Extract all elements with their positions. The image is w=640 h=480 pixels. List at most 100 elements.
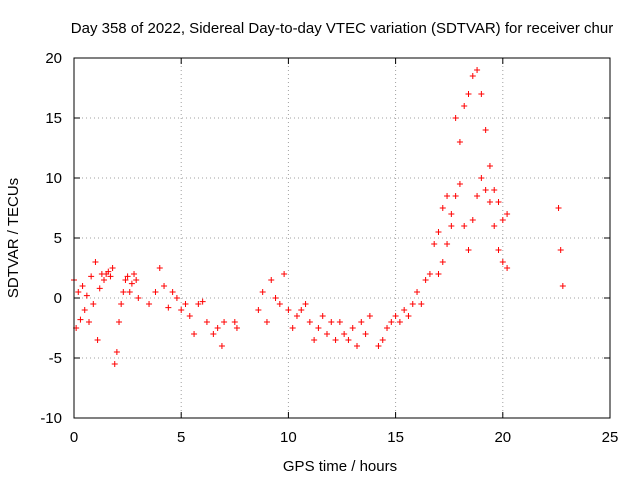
data-point: [156, 265, 163, 271]
data-point: [474, 67, 481, 73]
data-point: [255, 307, 262, 313]
data-point: [444, 241, 451, 247]
data-point: [486, 163, 493, 169]
data-point: [116, 319, 123, 325]
data-point: [474, 193, 481, 199]
data-point: [231, 319, 238, 325]
data-point: [456, 181, 463, 187]
data-point: [289, 325, 296, 331]
data-point: [195, 301, 202, 307]
data-point: [128, 280, 135, 287]
data-point: [384, 325, 391, 331]
data-point: [218, 343, 225, 349]
data-point: [107, 273, 114, 280]
data-point: [469, 73, 476, 79]
data-point: [439, 259, 446, 265]
data-point: [122, 277, 129, 283]
data-point: [88, 273, 95, 280]
data-point: [131, 271, 138, 277]
x-axis-title: GPS time / hours: [283, 458, 397, 475]
data-point: [465, 247, 472, 253]
data-point: [336, 319, 343, 325]
data-point: [332, 337, 339, 343]
y-tick-label: 10: [45, 170, 62, 187]
data-point: [435, 271, 442, 277]
data-point: [354, 343, 361, 349]
data-point: [422, 277, 429, 283]
data-point: [396, 319, 403, 325]
data-point: [482, 187, 489, 193]
x-tick-label: 15: [387, 429, 404, 446]
data-point: [135, 295, 142, 301]
data-point: [276, 301, 283, 307]
data-point: [118, 301, 125, 307]
data-point: [113, 349, 120, 355]
data-point: [83, 292, 90, 299]
data-point: [444, 193, 451, 199]
data-point: [349, 325, 356, 331]
data-point: [319, 313, 326, 319]
data-point: [555, 205, 562, 211]
data-point: [448, 211, 455, 217]
data-point: [191, 331, 198, 337]
data-point: [495, 247, 502, 253]
data-point: [259, 289, 266, 295]
data-point: [178, 307, 185, 313]
data-point: [461, 103, 468, 109]
data-point: [315, 325, 322, 331]
data-point: [499, 217, 506, 223]
data-point: [341, 331, 348, 337]
x-tick-labels: 0 5 10 15 20 25: [70, 429, 619, 446]
data-point: [161, 283, 168, 289]
data-point: [486, 199, 493, 205]
data-point: [362, 331, 369, 337]
data-point: [169, 289, 176, 295]
x-tick-label: 25: [602, 429, 619, 446]
y-tick-label: -5: [49, 350, 62, 367]
data-point: [86, 319, 93, 325]
data-point: [495, 199, 502, 205]
data-point: [499, 259, 506, 265]
y-tick-label: -10: [40, 410, 62, 427]
y-tick-label: 15: [45, 110, 62, 127]
data-point: [504, 211, 511, 217]
data-points: [71, 67, 566, 367]
data-point: [263, 319, 270, 325]
y-axis-title: SDTVAR / TECUs: [5, 178, 22, 298]
y-tick-label: 20: [45, 50, 62, 67]
data-point: [439, 205, 446, 211]
data-point: [409, 301, 416, 307]
data-point: [77, 316, 84, 323]
x-tick-label: 5: [177, 429, 185, 446]
data-point: [203, 319, 210, 325]
data-point: [94, 337, 101, 343]
data-point: [375, 343, 382, 349]
data-point: [146, 301, 153, 307]
data-point: [165, 304, 172, 311]
data-point: [465, 91, 472, 97]
data-point: [210, 331, 217, 337]
data-point: [491, 187, 498, 193]
data-point: [366, 313, 373, 319]
data-point: [452, 115, 459, 121]
data-point: [461, 223, 468, 229]
x-tick-label: 10: [280, 429, 297, 446]
data-point: [448, 223, 455, 229]
data-point: [199, 298, 206, 305]
data-point: [124, 273, 131, 280]
data-point: [109, 265, 116, 271]
data-point: [152, 289, 159, 295]
data-point: [435, 229, 442, 235]
data-point: [456, 139, 463, 145]
data-point: [311, 337, 318, 343]
data-point: [233, 325, 240, 331]
data-point: [328, 319, 335, 325]
data-point: [92, 259, 99, 265]
data-point: [272, 295, 279, 301]
data-point: [293, 313, 300, 319]
data-point: [101, 277, 108, 283]
data-point: [285, 307, 292, 313]
data-point: [173, 295, 180, 301]
data-point: [482, 127, 489, 133]
